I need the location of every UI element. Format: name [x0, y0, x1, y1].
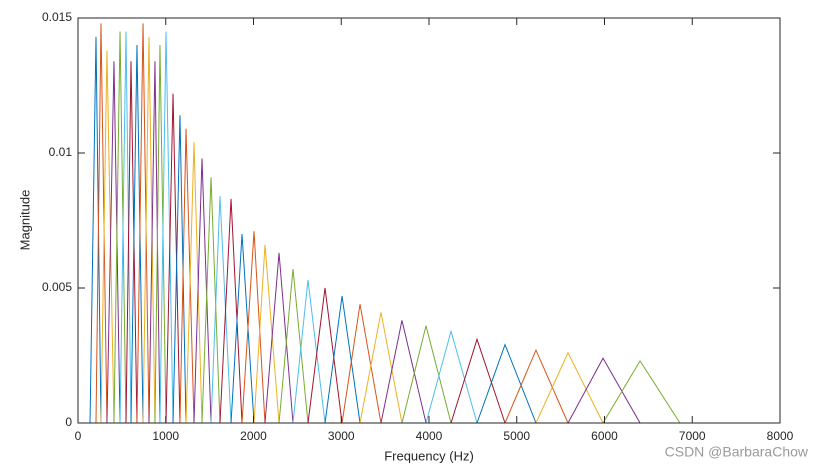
filter-line: [119, 31, 132, 424]
filter-line: [179, 128, 195, 424]
filter-line: [89, 36, 102, 424]
y-axis-label: Magnitude: [17, 190, 32, 251]
filter-line: [504, 348, 569, 424]
filter-line: [292, 279, 326, 424]
filter-line: [359, 312, 403, 424]
y-tick-label: 0.005: [42, 280, 72, 294]
filter-line: [602, 359, 681, 424]
filter-line: [142, 36, 156, 424]
filter-line: [154, 44, 167, 424]
x-tick-label: 1000: [152, 429, 179, 443]
filter-line: [278, 269, 309, 424]
filter-line: [136, 23, 150, 424]
filter-line: [230, 233, 255, 424]
filter-line: [253, 244, 280, 424]
filter-line: [401, 325, 452, 424]
x-tick-label: 5000: [503, 429, 530, 443]
filter-line: [380, 320, 427, 424]
x-tick-label: 2000: [240, 429, 267, 443]
filter-line: [165, 93, 181, 424]
y-tick-label: 0: [65, 415, 72, 429]
filter-line: [125, 61, 138, 424]
x-tick-label: 7000: [679, 429, 706, 443]
filter-line: [450, 337, 506, 424]
filter-line: [148, 61, 161, 424]
filter-line: [106, 61, 121, 424]
filter-line: [210, 196, 232, 424]
filter-line: [241, 231, 266, 424]
filter-line: [113, 31, 127, 424]
filter-line: [567, 357, 641, 424]
x-axis-label: Frequency (Hz): [384, 448, 474, 463]
filter-line: [324, 296, 361, 424]
filter-line: [100, 50, 115, 424]
filter-line: [476, 343, 537, 424]
filter-line: [264, 252, 294, 424]
filter-line: [201, 177, 221, 424]
x-tick-label: 0: [75, 429, 82, 443]
filter-line: [425, 329, 478, 424]
x-tick-label: 4000: [416, 429, 443, 443]
filter-line: [535, 351, 604, 424]
filter-line: [172, 115, 187, 424]
filter-line: [130, 44, 144, 424]
x-tick-label: 8000: [767, 429, 794, 443]
watermark: CSDN @BarbaraChow: [665, 444, 809, 460]
filter-line: [193, 158, 212, 424]
filter-line: [307, 287, 343, 424]
y-tick-label: 0.01: [49, 145, 73, 159]
y-tick-label: 0.015: [42, 10, 72, 24]
x-tick-label: 3000: [328, 429, 355, 443]
filter-line: [219, 198, 243, 424]
filter-line: [341, 304, 382, 424]
filter-line: [159, 31, 174, 424]
filter-line: [185, 142, 203, 424]
filter-line: [95, 23, 108, 424]
x-tick-label: 6000: [591, 429, 618, 443]
